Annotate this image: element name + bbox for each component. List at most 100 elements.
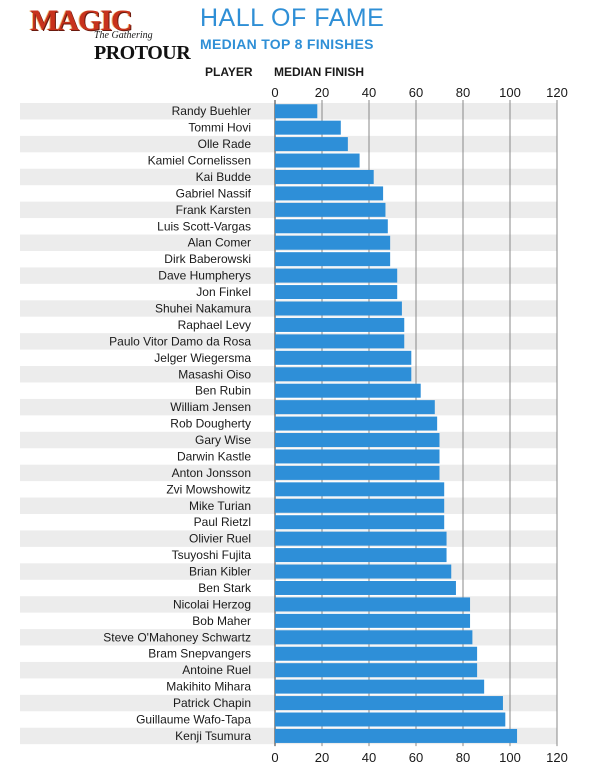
player-label: Antoine Ruel [182, 663, 251, 677]
x-tick-label-top: 100 [499, 85, 521, 100]
player-label: Kenji Tsumura [175, 729, 251, 743]
bar [275, 712, 506, 727]
bar [275, 646, 478, 661]
x-tick-label-bottom: 40 [362, 750, 376, 765]
x-tick-label-top: 20 [315, 85, 329, 100]
bar [275, 252, 391, 267]
bar [275, 433, 440, 448]
player-label: Gabriel Nassif [176, 186, 252, 200]
player-column-header: PLAYER [205, 65, 253, 79]
chart-subtitle: MEDIAN TOP 8 FINISHES [200, 36, 374, 52]
player-label: Rob Dougherty [170, 417, 251, 431]
player-label: Ben Stark [198, 581, 252, 595]
player-label: Alan Comer [188, 236, 251, 250]
player-label: Guillaume Wafo-Tapa [136, 713, 251, 727]
bar [275, 465, 440, 480]
player-label: Jon Finkel [196, 285, 251, 299]
bar [275, 137, 348, 152]
bar [275, 219, 388, 234]
logo-magic-wordmark: MAGIC [30, 4, 133, 37]
bar [275, 383, 421, 398]
player-label: William Jensen [170, 400, 251, 414]
player-label: Kai Budde [196, 170, 252, 184]
bar [275, 679, 485, 694]
x-tick-label-bottom: 100 [499, 750, 521, 765]
player-label: Zvi Mowshowitz [166, 482, 251, 496]
bar [275, 334, 405, 349]
bar [275, 498, 445, 513]
player-label: Ben Rubin [195, 384, 251, 398]
player-label: Nicolai Herzog [173, 597, 251, 611]
x-tick-label-top: 0 [271, 85, 278, 100]
player-label: Steve O'Mahoney Schwartz [103, 630, 251, 644]
x-tick-label-top: 80 [456, 85, 470, 100]
bar [275, 548, 447, 563]
player-label: Bob Maher [192, 614, 251, 628]
bar [275, 613, 471, 628]
player-label: Paul Rietzl [194, 515, 251, 529]
player-label: Makihito Mihara [166, 680, 251, 694]
bar [275, 169, 374, 184]
bar [275, 515, 445, 530]
x-tick-label-top: 120 [546, 85, 568, 100]
player-label: Bram Snepvangers [148, 647, 251, 661]
bar [275, 120, 341, 135]
player-label: Randy Buehler [172, 104, 251, 118]
bar [275, 728, 518, 743]
bar [275, 400, 435, 415]
x-tick-label-top: 60 [409, 85, 423, 100]
bar [275, 186, 384, 201]
bar [275, 482, 445, 497]
bar [275, 268, 398, 283]
player-label: Brian Kibler [189, 565, 251, 579]
protour-logo: MAGIC The Gathering PROTOUR [24, 4, 191, 64]
logo-gathering-text: The Gathering [94, 30, 153, 41]
bar [275, 663, 478, 678]
bar [275, 301, 402, 316]
median-finish-column-header: MEDIAN FINISH [274, 65, 364, 79]
player-label: Paulo Vitor Damo da Rosa [109, 334, 251, 348]
bar [275, 285, 398, 300]
bar [275, 153, 360, 168]
player-label: Frank Karsten [176, 203, 251, 217]
chart-title: HALL OF FAME [200, 4, 385, 32]
bar [275, 104, 318, 119]
player-label: Kamiel Cornelissen [148, 154, 251, 168]
x-tick-label-bottom: 60 [409, 750, 423, 765]
logo-protour-text: PROTOUR [94, 42, 191, 64]
player-label: Shuhei Nakamura [155, 302, 251, 316]
x-tick-label-bottom: 20 [315, 750, 329, 765]
player-label: Mike Turian [189, 499, 251, 513]
bar [275, 531, 447, 546]
player-label: Gary Wise [195, 433, 251, 447]
bar [275, 696, 503, 711]
bar [275, 630, 473, 645]
bar [275, 597, 471, 612]
x-tick-label-bottom: 0 [271, 750, 278, 765]
player-label: Patrick Chapin [173, 696, 251, 710]
bar [275, 202, 386, 217]
player-label: Dave Humpherys [158, 269, 251, 283]
player-label: Jelger Wiegersma [154, 351, 251, 365]
player-label: Tommi Hovi [188, 121, 251, 135]
bar [275, 416, 438, 431]
player-label: Olle Rade [198, 137, 252, 151]
player-label: Luis Scott-Vargas [157, 219, 251, 233]
player-label: Dirk Baberowski [164, 252, 251, 266]
player-label: Tsuyoshi Fujita [172, 548, 252, 562]
bar [275, 235, 391, 250]
player-label: Anton Jonsson [172, 466, 251, 480]
bar [275, 317, 405, 332]
x-tick-label-bottom: 120 [546, 750, 568, 765]
player-label: Raphael Levy [178, 318, 251, 332]
bar [275, 564, 452, 579]
bar [275, 580, 456, 595]
player-label: Masashi Oiso [178, 367, 251, 381]
player-label: Olivier Ruel [189, 532, 251, 546]
bar [275, 367, 412, 382]
x-tick-label-top: 40 [362, 85, 376, 100]
x-tick-label-bottom: 80 [456, 750, 470, 765]
player-label: Darwin Kastle [177, 449, 251, 463]
bar [275, 449, 440, 464]
